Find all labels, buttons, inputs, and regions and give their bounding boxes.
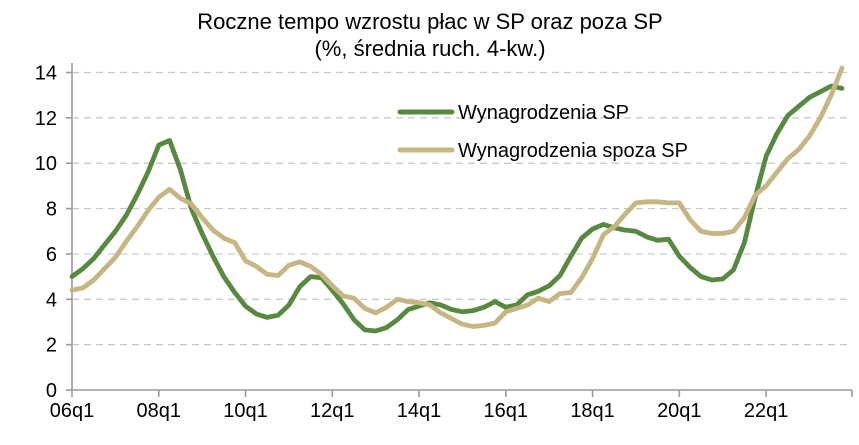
x-tick-label-16q1: 16q1 [484, 400, 529, 422]
x-tick-label-12q1: 12q1 [310, 400, 355, 422]
legend-label-wynagrodzenia-spoza-sp: Wynagrodzenia spoza SP [458, 140, 688, 162]
y-tick-label-14: 14 [35, 63, 57, 85]
y-tick-label-6: 6 [46, 244, 57, 266]
legend: Wynagrodzenia SP Wynagrodzenia spoza SP [397, 102, 688, 162]
x-tick-label-08q1: 08q1 [137, 400, 182, 422]
x-tick-label-14q1: 14q1 [397, 400, 442, 422]
y-tick-label-4: 4 [46, 289, 57, 311]
gridlines [72, 71, 852, 346]
x-tick-label-06q1: 06q1 [50, 400, 95, 422]
series-line-wynagrodzenia-sp [69, 83, 845, 334]
x-tick-label-18q1: 18q1 [570, 400, 615, 422]
x-tick-label-22q1: 22q1 [744, 400, 789, 422]
chart-subtitle: (%, średnia ruch. 4-kw.) [314, 36, 545, 61]
series-lines [69, 65, 845, 334]
x-tick-label-20q1: 20q1 [657, 400, 702, 422]
y-tick-label-2: 2 [46, 335, 57, 357]
y-tick-label-8: 8 [46, 199, 57, 221]
axis-labels: 0 2 4 6 8 10 12 14 06q1 08q1 10q1 12q1 14q1 16q1 18q1 2… [35, 63, 789, 423]
y-tick-label-0: 0 [46, 380, 57, 402]
axes [66, 63, 853, 397]
chart-title: Roczne tempo wzrostu płac w SP oraz poza… [197, 9, 662, 34]
series-line-wynagrodzenia-spoza-sp [69, 65, 845, 329]
y-tick-label-12: 12 [35, 108, 57, 130]
legend-label-wynagrodzenia-sp: Wynagrodzenia SP [458, 102, 629, 124]
y-tick-label-10: 10 [35, 153, 57, 175]
x-tick-label-10q1: 10q1 [223, 400, 268, 422]
